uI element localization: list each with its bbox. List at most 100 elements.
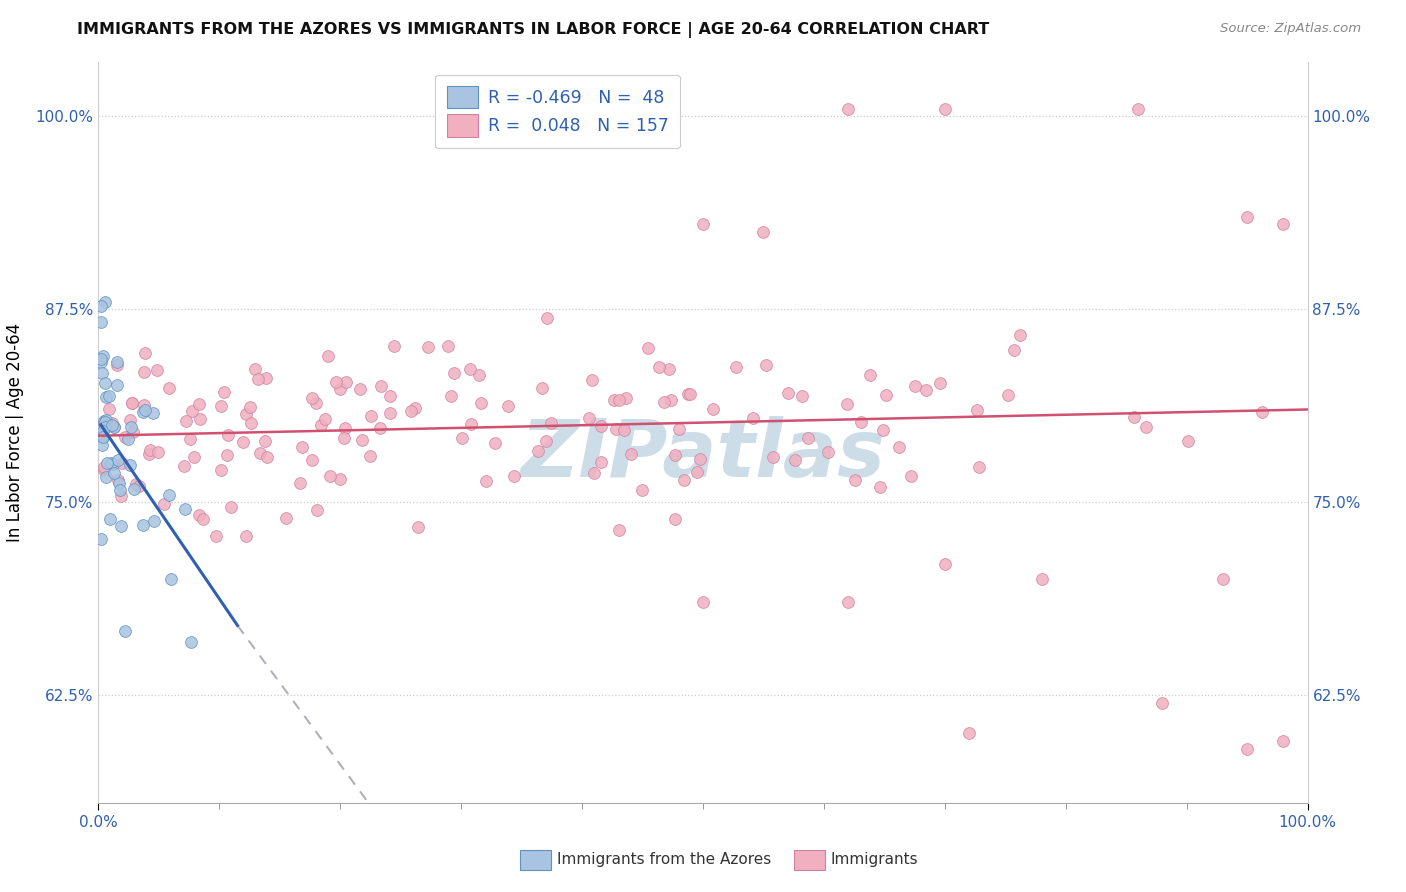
Point (631, 483, 654, 497)
Point (90, 366, 112, 380)
Point (1272, 218, 1295, 232)
Point (187, 508, 209, 522)
Point (859, 368, 882, 382)
Point (967, 460, 990, 475)
Point (325, 375, 347, 389)
Point (378, 406, 401, 420)
Point (702, 402, 724, 417)
Point (103, 420, 125, 434)
Point (103, 466, 125, 480)
Point (246, 371, 269, 385)
Point (844, 474, 866, 488)
Text: Immigrants from the Azores: Immigrants from the Azores (557, 853, 770, 867)
Point (93, 459, 115, 474)
Point (692, 218, 714, 232)
Point (837, 102, 859, 116)
Point (914, 383, 936, 397)
Point (776, 386, 799, 401)
Point (180, 404, 202, 418)
Point (613, 423, 636, 437)
Point (205, 529, 228, 543)
Point (153, 497, 176, 511)
Point (232, 435, 254, 450)
Point (122, 425, 145, 440)
Point (90, 315, 112, 329)
Point (997, 387, 1019, 401)
Point (93, 414, 115, 428)
Point (94, 469, 117, 483)
Point (105, 355, 128, 369)
Point (90, 299, 112, 313)
Text: IMMIGRANTS FROM THE AZORES VS IMMIGRANTS IN LABOR FORCE | AGE 20-64 CORRELATION : IMMIGRANTS FROM THE AZORES VS IMMIGRANTS… (77, 22, 990, 38)
Point (416, 340, 439, 354)
Point (108, 476, 131, 491)
Point (91, 349, 114, 363)
Point (484, 436, 506, 450)
Point (94, 413, 117, 427)
Point (335, 376, 357, 390)
Point (110, 456, 132, 470)
Point (689, 452, 711, 467)
Point (1031, 572, 1053, 586)
Point (724, 359, 747, 374)
Point (578, 410, 600, 425)
Point (174, 414, 197, 428)
Point (139, 442, 162, 457)
Point (581, 373, 603, 387)
Point (94, 420, 117, 434)
Point (132, 518, 155, 533)
Point (235, 407, 257, 421)
Point (679, 386, 702, 401)
Point (837, 396, 859, 410)
Point (121, 396, 143, 410)
Point (314, 412, 336, 426)
Point (605, 422, 627, 436)
Text: Immigrants: Immigrants (831, 853, 918, 867)
Point (125, 476, 148, 491)
Point (1236, 741, 1258, 756)
Point (526, 443, 548, 458)
Point (96, 456, 118, 470)
Point (637, 342, 659, 356)
Point (837, 595, 859, 609)
Point (1250, 405, 1272, 419)
Point (90, 354, 112, 368)
Point (1177, 434, 1199, 448)
Point (132, 405, 155, 419)
Point (619, 447, 641, 461)
Point (179, 432, 201, 446)
Point (607, 392, 630, 407)
Point (440, 389, 463, 403)
Point (470, 396, 492, 410)
Point (329, 472, 352, 486)
Point (108, 483, 131, 498)
Point (1122, 410, 1144, 425)
Point (319, 468, 342, 483)
Point (904, 379, 927, 393)
Point (91, 438, 114, 452)
Point (134, 345, 156, 359)
Point (93, 463, 115, 477)
Point (887, 440, 910, 454)
Point (664, 449, 686, 463)
Point (352, 433, 374, 447)
Point (101, 416, 124, 430)
Point (146, 363, 169, 377)
Point (235, 529, 257, 543)
Point (291, 440, 314, 454)
Point (1272, 734, 1295, 748)
Point (183, 450, 205, 465)
Point (157, 381, 180, 395)
Point (122, 482, 145, 496)
Point (134, 402, 156, 417)
Point (399, 404, 422, 418)
Point (676, 386, 699, 401)
Point (475, 474, 498, 488)
Point (536, 434, 558, 448)
Point (91, 429, 114, 443)
Point (93, 417, 115, 431)
Text: ZIPatlas: ZIPatlas (520, 416, 886, 494)
Point (128, 479, 150, 493)
Point (146, 444, 169, 458)
Point (249, 446, 271, 460)
